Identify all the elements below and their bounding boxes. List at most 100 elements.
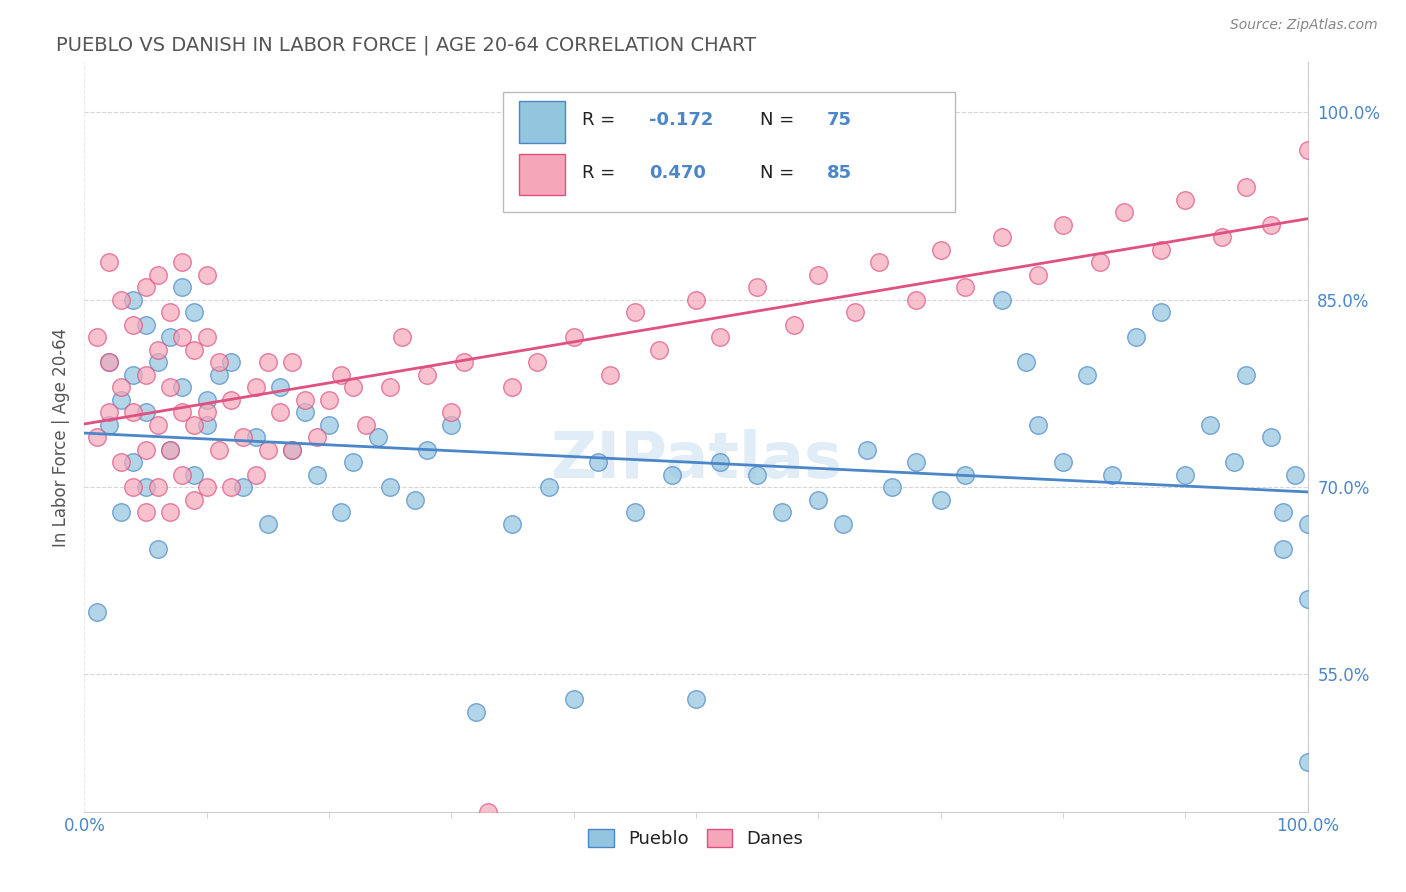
Point — [747, 467, 769, 482]
Point — [122, 455, 145, 469]
Point — [110, 392, 132, 407]
Point — [219, 480, 242, 494]
Point — [97, 355, 120, 369]
Y-axis label: In Labor Force | Age 20-64: In Labor Force | Age 20-64 — [52, 327, 70, 547]
Text: 75: 75 — [827, 112, 852, 129]
Point — [183, 305, 205, 319]
Bar — [519, 153, 565, 195]
Point — [1028, 417, 1050, 432]
Point — [1174, 193, 1197, 207]
Point — [294, 405, 316, 419]
Point — [391, 330, 413, 344]
Point — [183, 343, 205, 357]
Text: ZIPatlas: ZIPatlas — [550, 428, 842, 491]
Point — [502, 380, 524, 394]
Point — [1114, 205, 1136, 219]
Point — [232, 430, 254, 444]
Point — [294, 392, 316, 407]
Point — [269, 405, 291, 419]
Point — [110, 380, 132, 394]
Point — [281, 442, 304, 457]
Point — [905, 293, 928, 307]
Point — [929, 243, 952, 257]
Point — [245, 467, 267, 482]
Point — [183, 467, 205, 482]
Point — [245, 380, 267, 394]
Point — [135, 280, 157, 294]
Point — [232, 480, 254, 494]
Point — [477, 805, 499, 819]
Point — [380, 380, 402, 394]
Point — [685, 293, 707, 307]
Point — [195, 405, 218, 419]
Bar — [519, 102, 565, 143]
Point — [257, 442, 280, 457]
Point — [172, 380, 194, 394]
Point — [159, 505, 181, 519]
Point — [318, 417, 340, 432]
Point — [1076, 368, 1098, 382]
Point — [1088, 255, 1111, 269]
Point — [1015, 355, 1038, 369]
Point — [416, 368, 439, 382]
Point — [97, 355, 120, 369]
Point — [159, 442, 181, 457]
Point — [440, 405, 463, 419]
Point — [330, 368, 353, 382]
Point — [159, 305, 181, 319]
Point — [953, 467, 976, 482]
Point — [172, 467, 194, 482]
Point — [305, 467, 328, 482]
Point — [257, 517, 280, 532]
Legend: Pueblo, Danes: Pueblo, Danes — [581, 822, 811, 855]
Point — [110, 293, 132, 307]
Text: Source: ZipAtlas.com: Source: ZipAtlas.com — [1230, 18, 1378, 32]
Point — [783, 318, 806, 332]
Point — [330, 505, 353, 519]
Text: -0.172: -0.172 — [650, 112, 714, 129]
Point — [1284, 467, 1306, 482]
FancyBboxPatch shape — [503, 93, 955, 212]
Point — [172, 405, 194, 419]
Point — [195, 480, 218, 494]
Text: N =: N = — [759, 112, 800, 129]
Point — [97, 255, 120, 269]
Point — [991, 293, 1014, 307]
Point — [440, 417, 463, 432]
Point — [86, 605, 108, 619]
Point — [195, 417, 218, 432]
Point — [257, 355, 280, 369]
Point — [1028, 268, 1050, 282]
Point — [159, 442, 181, 457]
Point — [97, 417, 120, 432]
Text: 85: 85 — [827, 163, 852, 182]
Point — [318, 392, 340, 407]
Point — [1272, 505, 1295, 519]
Point — [208, 368, 231, 382]
Point — [929, 492, 952, 507]
Point — [159, 330, 181, 344]
Point — [1101, 467, 1123, 482]
Point — [172, 280, 194, 294]
Point — [831, 517, 853, 532]
Point — [1260, 218, 1282, 232]
Point — [1125, 330, 1147, 344]
Point — [367, 430, 389, 444]
Point — [245, 430, 267, 444]
Point — [183, 417, 205, 432]
Point — [305, 430, 328, 444]
Point — [1211, 230, 1233, 244]
Text: R =: R = — [582, 112, 621, 129]
Point — [464, 705, 486, 719]
Point — [122, 480, 145, 494]
Point — [135, 505, 157, 519]
Point — [269, 380, 291, 394]
Point — [1296, 755, 1319, 769]
Point — [122, 293, 145, 307]
Point — [1296, 517, 1319, 532]
Point — [195, 330, 218, 344]
Point — [770, 505, 793, 519]
Point — [747, 280, 769, 294]
Point — [856, 442, 879, 457]
Point — [135, 442, 157, 457]
